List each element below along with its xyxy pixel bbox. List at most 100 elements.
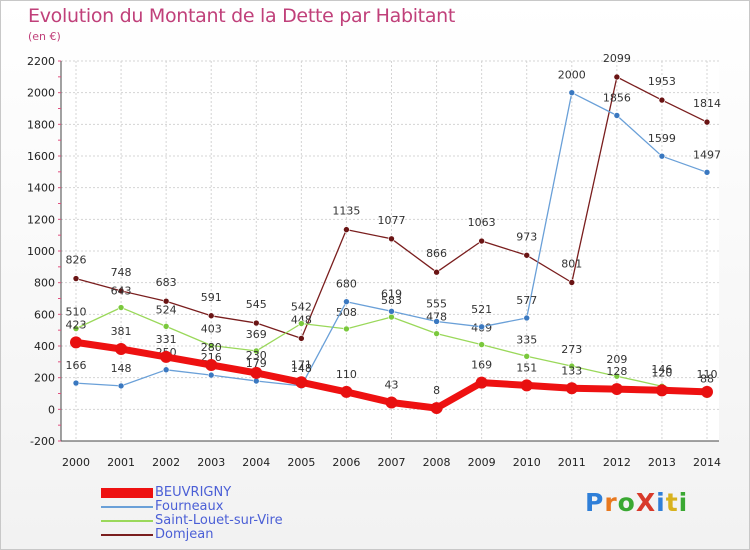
data-label-beuvrigny: 8 [433, 384, 440, 397]
proxiti-logo: ProXiti [585, 488, 688, 517]
data-point-saint-louet-sur-vire [117, 304, 125, 311]
y-tick-label: 800 [34, 277, 55, 290]
y-tick-label: 400 [34, 340, 55, 353]
data-label-fourneaux: 680 [336, 278, 357, 291]
y-tick-label: 1600 [27, 150, 55, 163]
y-tick-label: 2200 [27, 55, 55, 68]
x-tick-label: 2010 [513, 456, 541, 469]
data-point-fourneaux [658, 152, 666, 160]
data-point-beuvrigny [205, 359, 218, 371]
data-label-domjean: 545 [246, 298, 267, 311]
data-label-domjean: 448 [291, 313, 312, 326]
logo-letter: P [585, 488, 605, 517]
data-point-fourneaux [343, 298, 350, 305]
data-label-beuvrigny: 331 [156, 333, 177, 346]
data-point-domjean [72, 275, 80, 282]
x-tick-label: 2005 [287, 456, 315, 469]
data-point-beuvrigny [701, 385, 713, 398]
legend-label: Saint-Louet-sur-Vire [155, 513, 283, 528]
data-label-fourneaux: 619 [381, 287, 402, 300]
data-point-beuvrigny [565, 382, 578, 395]
data-point-domjean [252, 319, 260, 327]
x-tick-label: 2001 [107, 456, 135, 469]
legend-swatch [101, 520, 153, 522]
data-label-saint-louet-sur-vire: 403 [201, 323, 222, 336]
x-tick-label: 2004 [242, 456, 270, 469]
data-label-beuvrigny: 280 [201, 341, 222, 354]
y-tick-label: 2000 [27, 87, 55, 100]
data-point-beuvrigny [610, 383, 623, 396]
data-label-saint-louet-sur-vire: 583 [381, 294, 402, 307]
data-label-beuvrigny: 151 [516, 361, 537, 374]
y-tick-label: 1000 [27, 245, 55, 258]
x-tick-label: 2011 [558, 456, 586, 469]
data-point-fourneaux [162, 366, 170, 374]
data-point-domjean [117, 287, 125, 295]
data-point-saint-louet-sur-vire [207, 342, 215, 349]
y-tick-label: 600 [34, 308, 55, 321]
legend-item: BEUVRIGNY [101, 486, 283, 500]
data-label-beuvrigny: 230 [246, 349, 267, 362]
data-label-domjean: 683 [156, 276, 177, 289]
legend-swatch [101, 506, 153, 508]
data-point-beuvrigny [160, 350, 173, 363]
data-label-saint-louet-sur-vire: 508 [336, 306, 357, 319]
x-tick-label: 2009 [468, 456, 496, 469]
data-label-beuvrigny: 120 [651, 366, 672, 379]
data-point-saint-louet-sur-vire [343, 325, 350, 333]
data-point-domjean [207, 312, 215, 320]
data-label-fourneaux: 577 [516, 294, 537, 307]
data-label-domjean: 591 [201, 291, 222, 304]
data-label-domjean: 2099 [603, 52, 631, 65]
data-label-fourneaux: 148 [291, 362, 312, 375]
data-label-fourneaux: 521 [471, 303, 492, 316]
data-label-beuvrigny: 133 [561, 364, 582, 377]
y-tick-label: 200 [34, 372, 55, 385]
x-tick-label: 2002 [152, 456, 180, 469]
data-point-beuvrigny [430, 402, 443, 415]
logo-letter: r [604, 488, 618, 517]
data-point-domjean [343, 226, 350, 233]
data-point-beuvrigny [385, 396, 398, 409]
data-point-domjean [658, 96, 666, 104]
logo-letter: o [617, 488, 636, 517]
data-point-saint-louet-sur-vire [298, 320, 305, 327]
legend-swatch [101, 534, 153, 536]
data-point-domjean [523, 251, 531, 259]
data-point-domjean [388, 235, 395, 243]
data-point-beuvrigny [520, 379, 533, 392]
data-label-domjean: 1063 [468, 216, 496, 229]
data-point-beuvrigny [250, 366, 263, 379]
data-label-beuvrigny: 381 [111, 325, 132, 338]
legend-item: Saint-Louet-sur-Vire [101, 514, 283, 528]
data-label-domjean: 826 [66, 254, 87, 267]
data-label-beuvrigny: 43 [385, 379, 399, 392]
logo-letter: X [635, 488, 657, 517]
data-label-saint-louet-sur-vire: 542 [291, 301, 312, 314]
data-label-saint-louet-sur-vire: 146 [651, 363, 672, 376]
data-point-domjean [613, 73, 621, 81]
data-label-saint-louet-sur-vire: 88 [700, 372, 714, 385]
data-point-domjean [162, 297, 170, 305]
chart-unit-label: (en €) [28, 30, 61, 43]
x-tick-label: 2006 [332, 456, 360, 469]
data-label-fourneaux: 2000 [558, 69, 586, 82]
x-tick-label: 2013 [648, 456, 676, 469]
data-point-beuvrigny [340, 385, 353, 398]
data-point-saint-louet-sur-vire [478, 341, 485, 348]
data-label-saint-louet-sur-vire: 209 [606, 353, 627, 366]
data-point-saint-louet-sur-vire [568, 362, 576, 370]
data-point-fourneaux [117, 382, 125, 390]
legend-item: Fourneaux [101, 500, 283, 514]
x-tick-label: 2003 [197, 456, 225, 469]
data-label-fourneaux: 166 [66, 359, 87, 372]
data-point-beuvrigny [655, 384, 668, 397]
data-point-domjean [298, 335, 305, 342]
logo-letter: t [665, 488, 679, 517]
x-tick-label: 2007 [378, 456, 406, 469]
data-label-fourneaux: 555 [426, 297, 447, 310]
data-label-fourneaux: 1599 [648, 132, 676, 145]
data-label-beuvrigny: 171 [291, 358, 312, 371]
data-point-fourneaux [478, 323, 485, 331]
